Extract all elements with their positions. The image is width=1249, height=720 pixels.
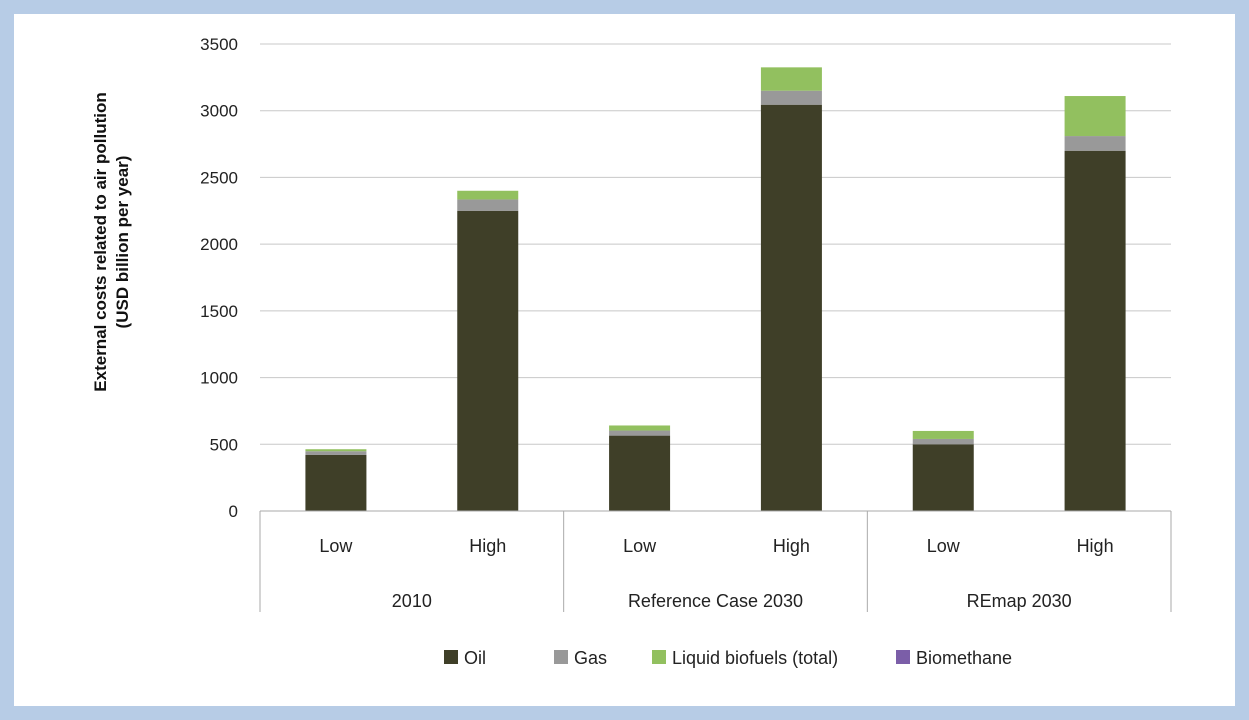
category-labels: Low High Low High Low High 2010 Reference Case … bbox=[319, 536, 1113, 611]
y-axis-label: External costs related to air pollution(… bbox=[91, 92, 132, 391]
group-label: REmap 2030 bbox=[967, 591, 1072, 611]
bar-segment bbox=[1064, 136, 1126, 151]
bar-segment bbox=[912, 438, 974, 445]
legend-label: Oil bbox=[464, 648, 486, 668]
bars bbox=[305, 67, 1126, 512]
legend: Oil Gas Liquid biofuels (total) Biomethane bbox=[444, 648, 1012, 668]
category-label: High bbox=[773, 536, 810, 556]
bar-segment bbox=[912, 430, 974, 439]
y-axis-label-line: (USD billion per year) bbox=[113, 156, 132, 329]
category-label: High bbox=[1077, 536, 1114, 556]
y-tick-label: 3000 bbox=[200, 102, 238, 121]
bar-segment bbox=[457, 199, 519, 211]
group-label: 2010 bbox=[392, 591, 432, 611]
chart-panel: 0 500 1000 1500 2000 2500 3000 3500 Low High Low H… bbox=[14, 14, 1235, 706]
y-tick-label: 0 bbox=[229, 502, 238, 521]
category-label: Low bbox=[319, 536, 353, 556]
legend-swatch bbox=[444, 650, 458, 664]
bar-segment bbox=[1064, 150, 1126, 511]
stacked-bar-chart: 0 500 1000 1500 2000 2500 3000 3500 Low High Low H… bbox=[91, 35, 1172, 668]
bar-segment bbox=[457, 210, 519, 512]
legend-label: Liquid biofuels (total) bbox=[672, 648, 838, 668]
y-tick-labels: 0 500 1000 1500 2000 2500 3000 3500 bbox=[200, 35, 238, 521]
bar-segment bbox=[609, 425, 671, 431]
y-tick-label: 1000 bbox=[200, 369, 238, 388]
bar-segment bbox=[609, 435, 671, 511]
category-label: High bbox=[469, 536, 506, 556]
y-tick-label: 2500 bbox=[200, 168, 238, 187]
bar-segment bbox=[305, 451, 367, 455]
bar-segment bbox=[760, 67, 822, 91]
gridlines bbox=[260, 43, 1171, 445]
legend-label: Gas bbox=[574, 648, 607, 668]
y-tick-label: 3500 bbox=[200, 35, 238, 54]
axes bbox=[259, 510, 1172, 612]
y-tick-label: 2000 bbox=[200, 235, 238, 254]
bar-segment bbox=[609, 430, 671, 436]
category-label: Low bbox=[623, 536, 657, 556]
legend-swatch bbox=[896, 650, 910, 664]
y-axis-label-line: External costs related to air pollution bbox=[91, 92, 110, 391]
bar-segment bbox=[305, 454, 367, 511]
legend-swatch bbox=[554, 650, 568, 664]
bar-segment bbox=[1064, 96, 1126, 137]
category-label: Low bbox=[927, 536, 961, 556]
bar-segment bbox=[457, 190, 519, 200]
legend-label: Biomethane bbox=[916, 648, 1012, 668]
legend-swatch bbox=[652, 650, 666, 664]
bar-segment bbox=[305, 449, 367, 452]
bar-segment bbox=[760, 90, 822, 105]
group-label: Reference Case 2030 bbox=[628, 591, 803, 611]
bar-segment bbox=[912, 444, 974, 511]
y-tick-label: 1500 bbox=[200, 302, 238, 321]
y-tick-label: 500 bbox=[210, 435, 238, 454]
bar-segment bbox=[760, 104, 822, 512]
